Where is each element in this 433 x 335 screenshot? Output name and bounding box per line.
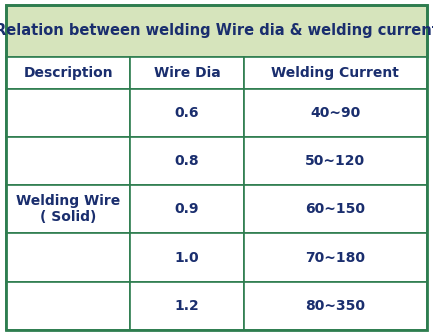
Text: 1.0: 1.0 [175,251,200,265]
Bar [130,89,244,137]
Text: 40~90: 40~90 [310,106,360,120]
Text: 0.9: 0.9 [175,202,199,216]
Bar [244,137,427,185]
Text: Relation between welding Wire dia & welding current: Relation between welding Wire dia & weld… [0,23,433,39]
Text: 1.2: 1.2 [175,299,200,313]
Bar [130,137,244,185]
Text: 0.6: 0.6 [175,106,199,120]
Bar [130,233,244,282]
Text: 60~150: 60~150 [305,202,365,216]
Bar [130,185,244,233]
Bar [6,5,427,57]
Text: Welding Current: Welding Current [271,66,399,80]
Bar [244,282,427,330]
Bar [6,137,130,185]
Bar [244,89,427,137]
Bar [6,89,130,137]
Bar [130,282,244,330]
Text: Description: Description [24,66,113,80]
Text: Wire Dia: Wire Dia [154,66,220,80]
Bar [130,57,244,89]
Bar [244,57,427,89]
Bar [244,233,427,282]
Bar [6,57,130,89]
Text: 70~180: 70~180 [305,251,365,265]
Bar [244,185,427,233]
Bar [6,185,130,233]
Text: 0.8: 0.8 [175,154,200,168]
Bar [6,282,130,330]
Bar [6,233,130,282]
Text: 50~120: 50~120 [305,154,365,168]
Text: 80~350: 80~350 [305,299,365,313]
Text: Welding Wire
( Solid): Welding Wire ( Solid) [16,194,120,224]
